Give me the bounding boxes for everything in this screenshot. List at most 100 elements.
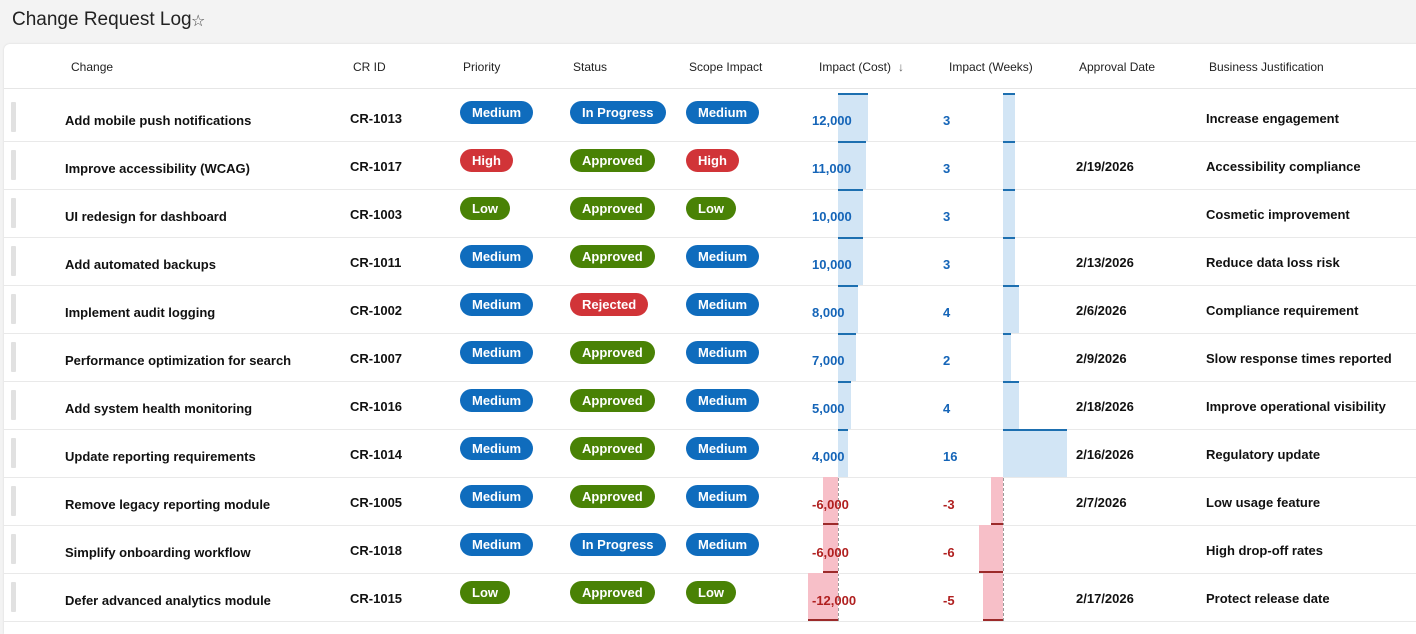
impact-weeks-cell: 4 <box>943 401 951 416</box>
table-row[interactable]: Implement audit logging CR-1002 Medium Reje… <box>4 285 1416 334</box>
change-cell: Simplify onboarding workflow <box>65 545 251 560</box>
column-header-impact-weeks[interactable]: Impact (Weeks) <box>949 60 1033 74</box>
column-header-business-justification[interactable]: Business Justification <box>1209 60 1324 74</box>
approval-date-cell: 2/17/2026 <box>1076 591 1134 606</box>
approval-date-cell: 2/9/2026 <box>1076 351 1127 366</box>
business-justification-cell: Low usage feature <box>1206 495 1321 510</box>
impact-cost-cell: -12,000 <box>812 593 857 608</box>
impact-weeks-cell: 3 <box>943 161 951 176</box>
cr-id-cell: CR-1018 <box>350 543 403 558</box>
priority-badge: Medium <box>460 245 534 268</box>
weeks-databar <box>1003 141 1015 189</box>
scope-impact-badge: Medium <box>686 245 760 268</box>
approval-date-cell: 2/6/2026 <box>1076 303 1127 318</box>
row-drag-handle[interactable] <box>11 438 16 468</box>
table-row[interactable]: Simplify onboarding workflow CR-1018 Mediu… <box>4 525 1416 574</box>
column-header-impact-cost[interactable]: Impact (Cost) ↓ <box>819 60 904 74</box>
row-drag-handle[interactable] <box>11 582 16 612</box>
status-badge: Approved <box>570 581 655 604</box>
cost-databar <box>838 189 863 237</box>
change-cell: Implement audit logging <box>65 305 216 320</box>
row-drag-handle[interactable] <box>11 198 16 228</box>
change-cell: Add system health monitoring <box>65 401 253 416</box>
priority-badge: Medium <box>460 533 534 556</box>
impact-weeks-cell: -5 <box>943 593 955 608</box>
business-justification-cell: Increase engagement <box>1206 111 1339 126</box>
column-header-approval-date[interactable]: Approval Date <box>1079 60 1156 74</box>
impact-cost-cell: 10,000 <box>812 209 852 224</box>
cost-databar <box>838 285 858 333</box>
weeks-databar <box>1003 237 1015 285</box>
status-badge: Approved <box>570 341 655 364</box>
cost-databar <box>838 429 848 477</box>
impact-weeks-cell: 4 <box>943 305 951 320</box>
table-row[interactable]: Update reporting requirements CR-1014 Medi… <box>4 429 1416 478</box>
scope-impact-badge: Medium <box>686 437 760 460</box>
column-header-status[interactable]: Status <box>573 60 608 74</box>
weeks-databar <box>979 525 1003 573</box>
row-drag-handle[interactable] <box>11 390 16 420</box>
priority-badge: Medium <box>460 101 534 124</box>
cost-databar <box>838 333 856 381</box>
change-cell: Add mobile push notifications <box>65 113 252 128</box>
table-row[interactable]: Remove legacy reporting module CR-1005 Med… <box>4 477 1416 526</box>
cost-databar <box>838 141 866 189</box>
row-drag-handle[interactable] <box>11 294 16 324</box>
row-drag-handle[interactable] <box>11 102 16 132</box>
row-drag-handle[interactable] <box>11 246 16 276</box>
cost-databar <box>808 573 838 621</box>
scope-impact-badge: Medium <box>686 341 760 364</box>
status-badge: In Progress <box>570 533 666 556</box>
table-row[interactable]: Improve accessibility (WCAG) CR-1017 High A… <box>4 141 1416 190</box>
row-drag-handle[interactable] <box>11 486 16 516</box>
weeks-databar <box>1003 429 1067 477</box>
cr-id-cell: CR-1005 <box>350 495 403 510</box>
table-row[interactable]: Add automated backups CR-1011 Medium Approv… <box>4 237 1416 286</box>
change-cell: Improve accessibility (WCAG) <box>65 161 250 176</box>
priority-badge: Medium <box>460 389 534 412</box>
cost-databar <box>838 381 851 429</box>
change-cell: Add automated backups <box>65 257 216 272</box>
scope-impact-badge: Medium <box>686 293 760 316</box>
column-header-impact-cost-label: Impact (Cost) <box>819 60 892 74</box>
impact-weeks-cell: 3 <box>943 209 951 224</box>
weeks-databar <box>1003 285 1019 333</box>
weeks-databar <box>1003 93 1015 141</box>
column-header-cr-id[interactable]: CR ID <box>353 60 386 74</box>
business-justification-cell: Reduce data loss risk <box>1206 255 1340 270</box>
impact-weeks-cell: 2 <box>943 353 951 368</box>
business-justification-cell: Cosmetic improvement <box>1206 207 1350 222</box>
change-cell: Defer advanced analytics module <box>65 593 271 608</box>
impact-cost-cell: -6,000 <box>812 545 849 560</box>
impact-cost-cell: 12,000 <box>812 113 852 128</box>
cost-databar <box>838 93 868 141</box>
priority-badge: Medium <box>460 341 534 364</box>
business-justification-cell: Protect release date <box>1206 591 1330 606</box>
impact-weeks-cell: -3 <box>943 497 955 512</box>
column-header-priority[interactable]: Priority <box>463 60 501 74</box>
cr-id-cell: CR-1015 <box>350 591 403 606</box>
weeks-databar <box>1003 189 1015 237</box>
cr-id-cell: CR-1016 <box>350 399 403 414</box>
approval-date-cell: 2/18/2026 <box>1076 399 1134 414</box>
weeks-databar <box>1003 333 1011 381</box>
change-cell: UI redesign for dashboard <box>65 209 227 224</box>
table-row[interactable]: UI redesign for dashboard CR-1003 Low Appro… <box>4 189 1416 238</box>
business-justification-cell: High drop-off rates <box>1206 543 1323 558</box>
impact-cost-cell: 10,000 <box>812 257 852 272</box>
table-row[interactable]: Performance optimization for search CR-10… <box>4 333 1416 382</box>
table-row[interactable]: Add system health monitoring CR-1016 Mediu… <box>4 381 1416 430</box>
scope-impact-badge: Medium <box>686 485 760 508</box>
row-drag-handle[interactable] <box>11 342 16 372</box>
star-icon[interactable]: ☆ <box>191 13 206 30</box>
row-drag-handle[interactable] <box>11 150 16 180</box>
approval-date-cell: 2/13/2026 <box>1076 255 1134 270</box>
business-justification-cell: Improve operational visibility <box>1206 399 1386 414</box>
scope-impact-badge: Low <box>686 581 736 604</box>
column-header-change[interactable]: Change <box>71 60 114 74</box>
priority-badge: Medium <box>460 437 534 460</box>
table-row[interactable]: Add mobile push notifications CR-1013 Medi… <box>4 93 1416 142</box>
column-header-scope-impact[interactable]: Scope Impact <box>689 60 763 74</box>
table-row[interactable]: Defer advanced analytics module CR-1015 Lo… <box>4 573 1416 622</box>
row-drag-handle[interactable] <box>11 534 16 564</box>
